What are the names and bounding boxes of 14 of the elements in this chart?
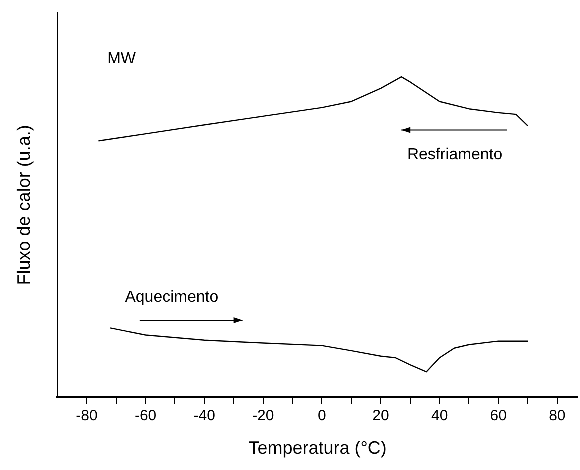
x-tick-label: 60 xyxy=(490,408,507,425)
x-axis-title: Temperatura (°C) xyxy=(248,438,387,458)
x-tick-label: 80 xyxy=(549,408,566,425)
annotation: Aquecimento xyxy=(125,288,219,306)
x-tick-label: 0 xyxy=(318,408,326,425)
x-tick-label: -80 xyxy=(76,408,98,425)
annotation: Resfriamento xyxy=(407,146,503,164)
x-tick-label: -40 xyxy=(194,408,216,425)
y-axis-title: Fluxo de calor (u.a.) xyxy=(14,125,34,286)
x-tick-label: 40 xyxy=(431,408,448,425)
text: MW xyxy=(108,50,137,68)
x-tick-label: 20 xyxy=(372,408,390,425)
x-tick-label: -60 xyxy=(134,408,157,425)
x-tick-label: -20 xyxy=(252,408,274,425)
